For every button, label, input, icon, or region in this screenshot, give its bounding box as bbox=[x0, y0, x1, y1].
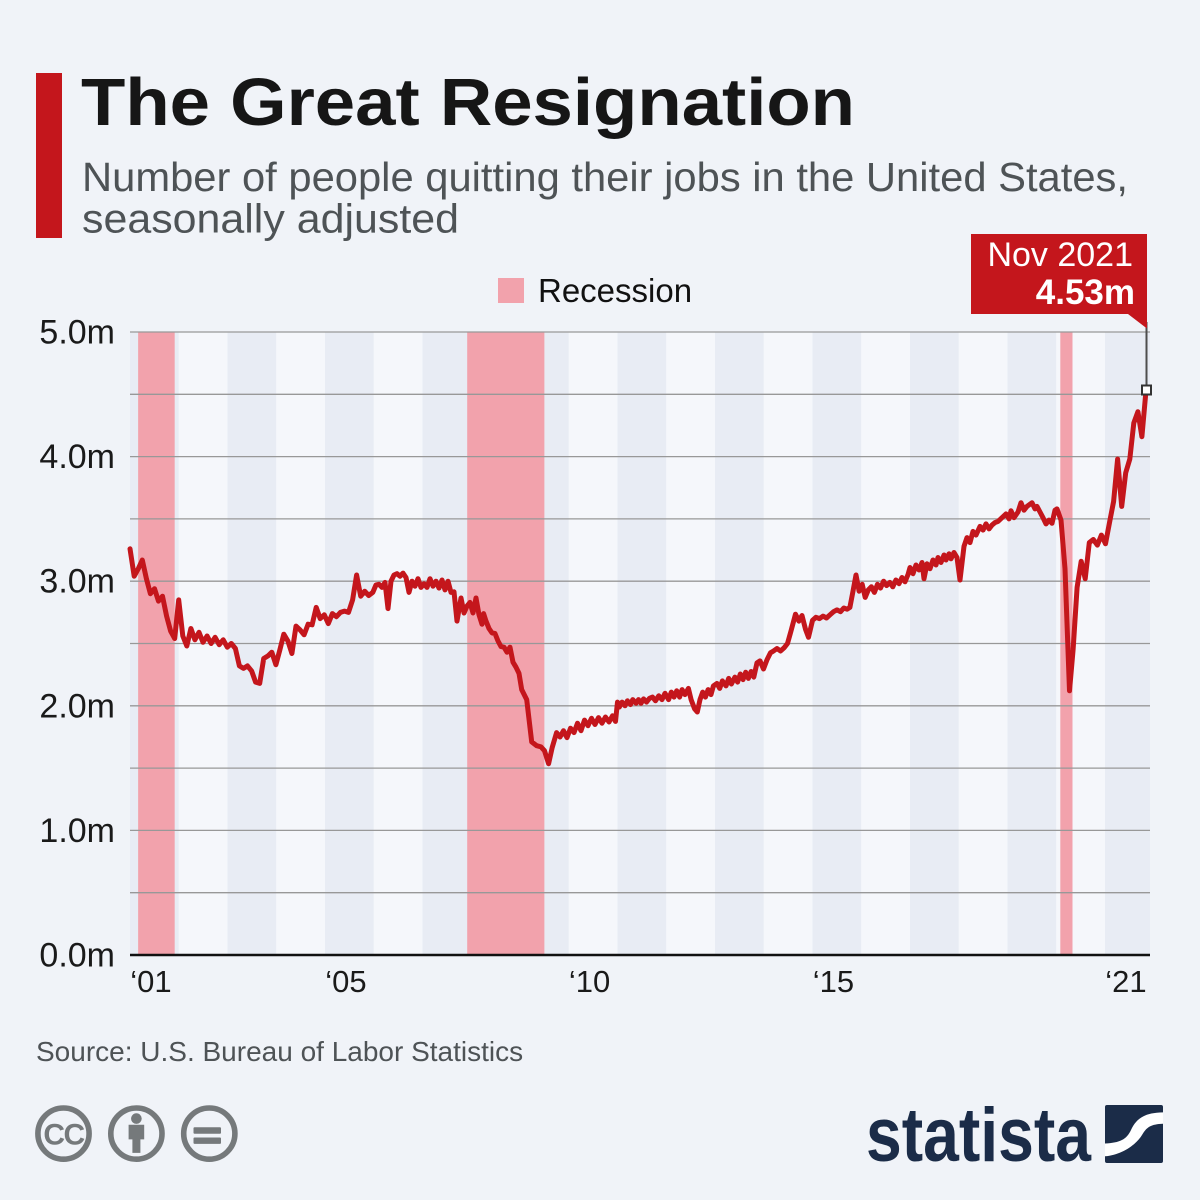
svg-text:‘21: ‘21 bbox=[1105, 964, 1146, 999]
svg-text:Source: U.S. Bureau of Labor S: Source: U.S. Bureau of Labor Statistics bbox=[36, 1036, 523, 1067]
svg-text:seasonally adjusted: seasonally adjusted bbox=[82, 196, 459, 242]
svg-text:0.0m: 0.0m bbox=[39, 937, 115, 975]
svg-text:‘10: ‘10 bbox=[569, 964, 610, 999]
svg-text:‘01: ‘01 bbox=[130, 964, 171, 999]
svg-text:Recession: Recession bbox=[538, 272, 692, 309]
svg-text:‘15: ‘15 bbox=[813, 964, 854, 999]
svg-text:The Great Resignation: The Great Resignation bbox=[81, 65, 855, 140]
svg-text:4.0m: 4.0m bbox=[39, 438, 115, 476]
svg-text:CC: CC bbox=[43, 1119, 84, 1152]
svg-text:statista: statista bbox=[866, 1093, 1092, 1178]
svg-text:2.0m: 2.0m bbox=[39, 687, 115, 725]
svg-text:‘05: ‘05 bbox=[325, 964, 366, 999]
svg-text:Number of people quitting thei: Number of people quitting their jobs in … bbox=[82, 154, 1128, 200]
svg-text:5.0m: 5.0m bbox=[39, 314, 115, 352]
svg-text:4.53m: 4.53m bbox=[1036, 273, 1135, 312]
svg-text:Nov 2021: Nov 2021 bbox=[987, 236, 1133, 274]
svg-text:1.0m: 1.0m bbox=[39, 812, 115, 850]
svg-text:3.0m: 3.0m bbox=[39, 563, 115, 601]
